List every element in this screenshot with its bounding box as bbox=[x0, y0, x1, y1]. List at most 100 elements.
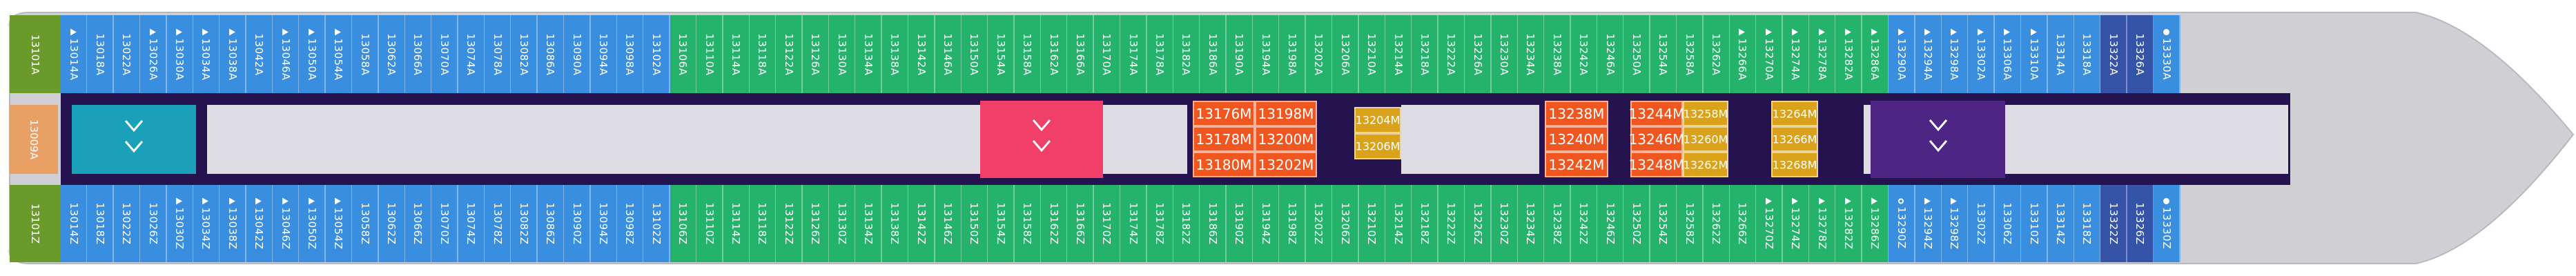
cabin-13106Z[interactable]: 13106Z bbox=[670, 185, 697, 262]
cabin-13198Z[interactable]: 13198Z bbox=[1279, 185, 1307, 262]
cabin-13050Z[interactable]: 13050Z bbox=[299, 185, 326, 262]
cabin-13082Z[interactable]: 13082Z bbox=[511, 185, 538, 262]
cabin-13114A[interactable]: 13114A bbox=[723, 15, 750, 93]
cabin-13150Z[interactable]: 13150Z bbox=[961, 185, 988, 262]
cabin-13086A[interactable]: 13086A bbox=[537, 15, 565, 93]
cabin-13138A[interactable]: 13138A bbox=[881, 15, 909, 93]
cabin-13262M[interactable]: 13262M bbox=[1683, 152, 1728, 177]
cabin-13198A[interactable]: 13198A bbox=[1279, 15, 1307, 93]
cabin-13214A[interactable]: 13214A bbox=[1385, 15, 1412, 93]
cabin-13062A[interactable]: 13062A bbox=[378, 15, 406, 93]
cabin-13186Z[interactable]: 13186Z bbox=[1200, 185, 1227, 262]
cabin-13274A[interactable]: 13274A bbox=[1782, 15, 1810, 93]
cabin-13074A[interactable]: 13074A bbox=[458, 15, 485, 93]
cabin-13186A[interactable]: 13186A bbox=[1200, 15, 1227, 93]
cabin-13250Z[interactable]: 13250Z bbox=[1623, 185, 1651, 262]
cabin-13330A[interactable]: 13330A bbox=[2154, 15, 2181, 93]
cabin-13086Z[interactable]: 13086Z bbox=[537, 185, 565, 262]
cabin-13170A[interactable]: 13170A bbox=[1093, 15, 1121, 93]
cabin-13326A[interactable]: 13326A bbox=[2127, 15, 2154, 93]
aft-cabin-mid[interactable]: 13009A bbox=[10, 105, 58, 174]
cabin-13138Z[interactable]: 13138Z bbox=[881, 185, 909, 262]
cabin-13210A[interactable]: 13210A bbox=[1358, 15, 1386, 93]
cabin-13278Z[interactable]: 13278Z bbox=[1809, 185, 1837, 262]
cabin-13238M[interactable]: 13238M bbox=[1545, 101, 1608, 126]
cabin-13134Z[interactable]: 13134Z bbox=[855, 185, 883, 262]
cabin-13194A[interactable]: 13194A bbox=[1253, 15, 1280, 93]
cabin-13166A[interactable]: 13166A bbox=[1067, 15, 1095, 93]
cabin-13030Z[interactable]: 13030Z bbox=[166, 185, 194, 262]
cabin-13170Z[interactable]: 13170Z bbox=[1093, 185, 1121, 262]
cabin-13248M[interactable]: 13248M bbox=[1629, 152, 1684, 177]
cabin-13046Z[interactable]: 13046Z bbox=[273, 185, 300, 262]
cabin-13154A[interactable]: 13154A bbox=[988, 15, 1015, 93]
cabin-13154Z[interactable]: 13154Z bbox=[988, 185, 1015, 262]
cabin-13262Z[interactable]: 13262Z bbox=[1703, 185, 1730, 262]
cabin-13018Z[interactable]: 13018Z bbox=[87, 185, 115, 262]
cabin-13062Z[interactable]: 13062Z bbox=[378, 185, 406, 262]
cabin-13250A[interactable]: 13250A bbox=[1623, 15, 1651, 93]
cabin-13126Z[interactable]: 13126Z bbox=[802, 185, 830, 262]
cabin-13204M[interactable]: 13204M bbox=[1354, 107, 1401, 133]
cabin-13182A[interactable]: 13182A bbox=[1173, 15, 1200, 93]
cabin-13246M[interactable]: 13246M bbox=[1629, 126, 1684, 152]
cabin-13260M[interactable]: 13260M bbox=[1683, 126, 1728, 152]
cabin-13206Z[interactable]: 13206Z bbox=[1332, 185, 1360, 262]
cabin-13146A[interactable]: 13146A bbox=[935, 15, 962, 93]
cabin-13114Z[interactable]: 13114Z bbox=[723, 185, 750, 262]
cabin-13322Z[interactable]: 13322Z bbox=[2100, 185, 2128, 262]
cabin-13302A[interactable]: 13302A bbox=[1968, 15, 1996, 93]
cabin-13146Z[interactable]: 13146Z bbox=[935, 185, 962, 262]
cabin-13078A[interactable]: 13078A bbox=[485, 15, 512, 93]
cabin-13046A[interactable]: 13046A bbox=[273, 15, 300, 93]
cabin-13234Z[interactable]: 13234Z bbox=[1517, 185, 1545, 262]
cabin-13162A[interactable]: 13162A bbox=[1041, 15, 1069, 93]
cabin-13118Z[interactable]: 13118Z bbox=[749, 185, 777, 262]
cabin-13254Z[interactable]: 13254Z bbox=[1650, 185, 1677, 262]
cabin-13178M[interactable]: 13178M bbox=[1193, 126, 1255, 152]
cabin-13222Z[interactable]: 13222Z bbox=[1438, 185, 1465, 262]
cabin-13054A[interactable]: 13054A bbox=[325, 15, 353, 93]
cabin-13030A[interactable]: 13030A bbox=[166, 15, 194, 93]
cabin-13230Z[interactable]: 13230Z bbox=[1491, 185, 1519, 262]
cabin-13278A[interactable]: 13278A bbox=[1809, 15, 1837, 93]
cabin-13230A[interactable]: 13230A bbox=[1491, 15, 1519, 93]
cabin-13240M[interactable]: 13240M bbox=[1545, 126, 1608, 152]
cabin-13018A[interactable]: 13018A bbox=[87, 15, 115, 93]
cabin-13294Z[interactable]: 13294Z bbox=[1915, 185, 1942, 262]
cabin-13034Z[interactable]: 13034Z bbox=[193, 185, 220, 262]
cabin-13038Z[interactable]: 13038Z bbox=[219, 185, 247, 262]
cabin-13122Z[interactable]: 13122Z bbox=[776, 185, 803, 262]
cabin-13014A[interactable]: 13014A bbox=[61, 15, 88, 93]
cabin-13242M[interactable]: 13242M bbox=[1545, 152, 1608, 177]
cabin-13200M[interactable]: 13200M bbox=[1255, 126, 1317, 152]
cabin-13298Z[interactable]: 13298Z bbox=[1941, 185, 1969, 262]
cabin-13130Z[interactable]: 13130Z bbox=[829, 185, 857, 262]
cabin-13282A[interactable]: 13282A bbox=[1835, 15, 1863, 93]
cabin-13270A[interactable]: 13270A bbox=[1756, 15, 1784, 93]
cabin-13282Z[interactable]: 13282Z bbox=[1835, 185, 1863, 262]
cabin-13090A[interactable]: 13090A bbox=[564, 15, 592, 93]
cabin-13290Z[interactable]: 13290Z bbox=[1889, 185, 1916, 262]
cabin-13206M[interactable]: 13206M bbox=[1354, 133, 1401, 159]
cabin-13098A[interactable]: 13098A bbox=[616, 15, 644, 93]
cabin-13218A[interactable]: 13218A bbox=[1412, 15, 1439, 93]
cabin-13022Z[interactable]: 13022Z bbox=[113, 185, 141, 262]
cabin-13166Z[interactable]: 13166Z bbox=[1067, 185, 1095, 262]
cabin-13246Z[interactable]: 13246Z bbox=[1597, 185, 1625, 262]
cabin-13298A[interactable]: 13298A bbox=[1941, 15, 1969, 93]
cabin-13238A[interactable]: 13238A bbox=[1544, 15, 1572, 93]
cabin-13122A[interactable]: 13122A bbox=[776, 15, 803, 93]
aft-cabin-top[interactable]: 13101A bbox=[10, 15, 61, 93]
cabin-13234A[interactable]: 13234A bbox=[1517, 15, 1545, 93]
cabin-13198M[interactable]: 13198M bbox=[1255, 101, 1317, 126]
cabin-13042Z[interactable]: 13042Z bbox=[246, 185, 273, 262]
cabin-13126A[interactable]: 13126A bbox=[802, 15, 830, 93]
cabin-13026Z[interactable]: 13026Z bbox=[140, 185, 168, 262]
purple-stairwell[interactable] bbox=[1871, 101, 2005, 178]
cabin-13142A[interactable]: 13142A bbox=[908, 15, 936, 93]
cabin-13102Z[interactable]: 13102Z bbox=[643, 185, 671, 262]
cabin-13090Z[interactable]: 13090Z bbox=[564, 185, 592, 262]
cabin-13222A[interactable]: 13222A bbox=[1438, 15, 1465, 93]
cabin-13066A[interactable]: 13066A bbox=[404, 15, 432, 93]
